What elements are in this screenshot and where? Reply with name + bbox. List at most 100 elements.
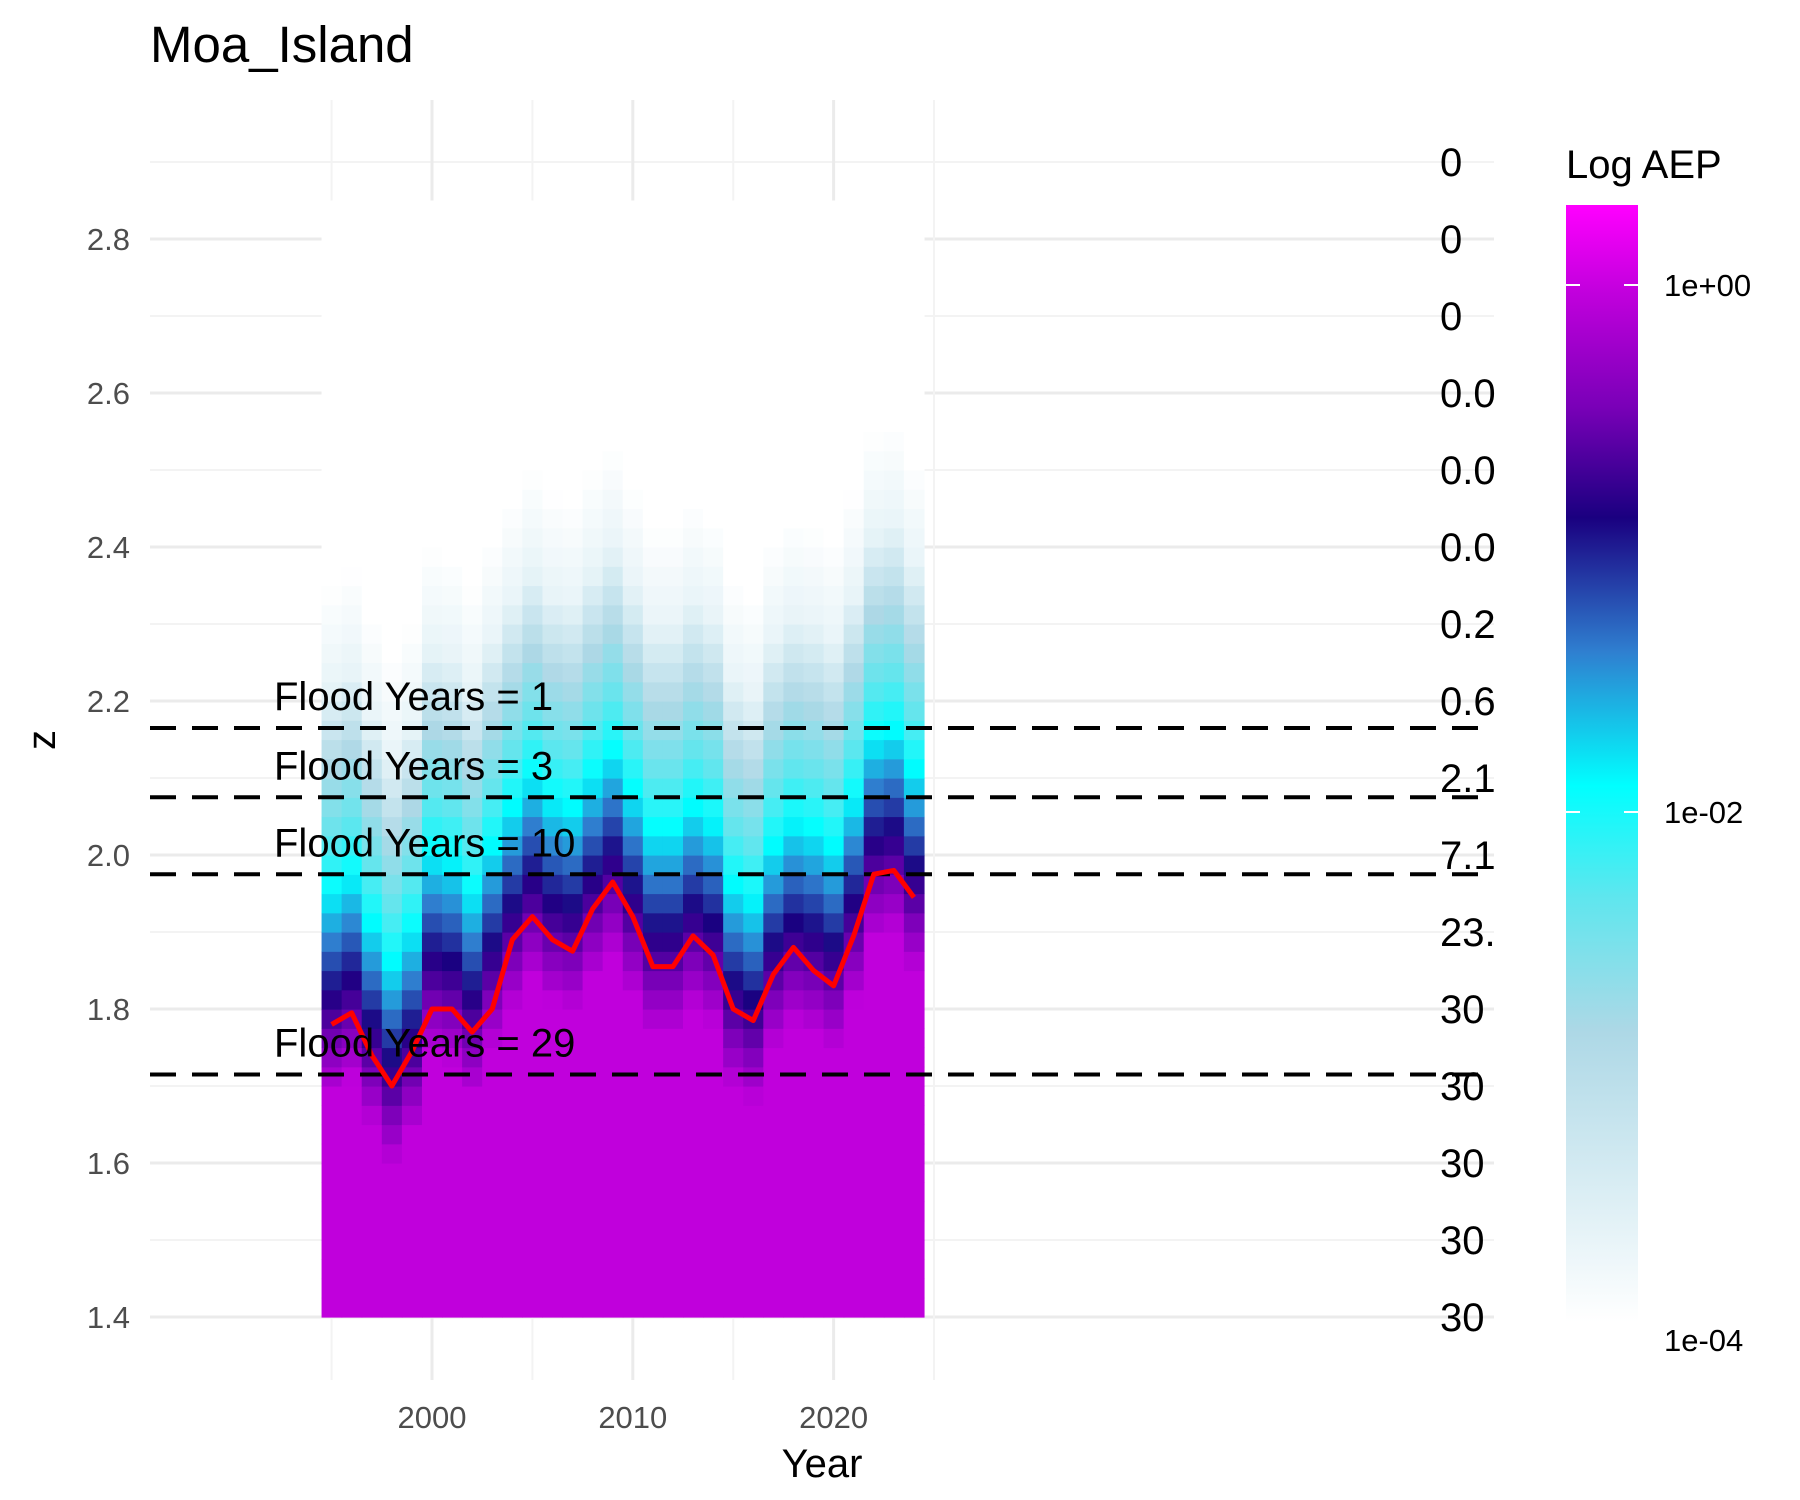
- heatmap-cell: [341, 1143, 363, 1164]
- heatmap-cell: [763, 701, 784, 721]
- heatmap-cell: [542, 989, 564, 1010]
- heatmap-cell: [662, 624, 684, 644]
- heatmap-cell: [522, 970, 544, 991]
- heatmap-cell: [562, 681, 584, 702]
- heatmap-cell: [823, 1240, 845, 1260]
- heatmap-cell: [602, 701, 624, 721]
- heatmap-cell: [381, 1240, 403, 1260]
- heatmap-cell: [442, 624, 463, 644]
- heatmap-cell: [763, 566, 784, 587]
- heatmap-cell: [522, 200, 544, 221]
- heatmap-cell: [361, 508, 383, 529]
- heatmap-cell: [421, 797, 443, 818]
- heatmap-cell: [683, 373, 704, 394]
- heatmap-cell: [502, 643, 523, 664]
- heatmap-cell: [823, 258, 845, 279]
- heatmap-cell: [883, 989, 905, 1010]
- heatmap-cell: [642, 508, 664, 529]
- y-tick-label: 2.6: [87, 376, 130, 411]
- heatmap-cell: [602, 1047, 624, 1068]
- heatmap-cell: [903, 951, 925, 972]
- heatmap-cell: [442, 1066, 463, 1087]
- heatmap-cell: [642, 527, 664, 548]
- heatmap-cell: [562, 662, 584, 683]
- heatmap-cell: [442, 758, 463, 779]
- heatmap-cell: [542, 239, 564, 259]
- heatmap-cell: [903, 258, 925, 279]
- heatmap-cell: [803, 739, 825, 760]
- heatmap-cell: [883, 527, 905, 548]
- heatmap-cell: [381, 778, 403, 798]
- heatmap-cell: [703, 393, 724, 413]
- chart-title: Moa_Island: [150, 16, 414, 73]
- heatmap-cell: [642, 912, 664, 933]
- heatmap-cell: [421, 989, 443, 1010]
- heatmap-cell: [883, 1201, 905, 1222]
- heatmap-cell: [703, 855, 724, 875]
- heatmap-cell: [341, 1182, 363, 1203]
- heatmap-cell: [522, 277, 544, 298]
- heatmap-cell: [723, 296, 744, 317]
- heatmap-cell: [462, 797, 483, 818]
- heatmap-cell: [502, 296, 523, 317]
- heatmap-cell: [803, 1066, 825, 1087]
- heatmap-cell: [903, 316, 925, 336]
- heatmap-cell: [683, 874, 704, 895]
- heatmap-cell: [562, 1259, 584, 1280]
- heatmap-cell: [723, 1201, 744, 1222]
- right-axis-label: 0.6: [1440, 680, 1496, 724]
- heatmap-cell: [823, 431, 845, 452]
- heatmap-cell: [863, 200, 885, 221]
- heatmap-cell: [361, 277, 383, 298]
- heatmap-cell: [401, 989, 423, 1010]
- heatmap-cell: [662, 431, 684, 452]
- heatmap-cell: [763, 393, 784, 413]
- heatmap-cell: [542, 566, 564, 587]
- heatmap-cell: [703, 758, 724, 779]
- heatmap-cell: [723, 1240, 744, 1260]
- heatmap-cell: [442, 1182, 463, 1203]
- heatmap-cell: [421, 1066, 443, 1087]
- heatmap-cell: [401, 489, 423, 510]
- heatmap-cell: [602, 1143, 624, 1164]
- heatmap-cell: [442, 200, 463, 221]
- heatmap-cell: [361, 604, 383, 625]
- heatmap-cell: [743, 912, 764, 933]
- heatmap-cell: [642, 1066, 664, 1087]
- heatmap-cell: [462, 1086, 483, 1106]
- heatmap-cell: [341, 296, 363, 317]
- heatmap-cell: [442, 951, 463, 972]
- heatmap-cell: [462, 1220, 483, 1241]
- heatmap-cell: [863, 1009, 885, 1029]
- heatmap-cell: [803, 354, 825, 375]
- heatmap-cell: [462, 1143, 483, 1164]
- heatmap-cell: [482, 758, 503, 779]
- heatmap-cell: [361, 258, 383, 279]
- heatmap-cell: [903, 585, 925, 606]
- heatmap-cell: [462, 662, 483, 683]
- heatmap-cell: [502, 489, 523, 510]
- heatmap-cell: [823, 855, 845, 875]
- heatmap-cell: [783, 316, 805, 336]
- heatmap-cell: [783, 1009, 805, 1029]
- heatmap-cell: [662, 335, 684, 356]
- heatmap-cell: [863, 1105, 885, 1126]
- heatmap-cell: [783, 1297, 805, 1318]
- heatmap-cell: [562, 1124, 584, 1145]
- heatmap-cell: [421, 739, 443, 760]
- heatmap-cell: [582, 258, 604, 279]
- heatmap-cell: [321, 470, 343, 490]
- heatmap-cell: [843, 1182, 865, 1203]
- heatmap-cell: [763, 739, 784, 760]
- heatmap-cell: [783, 470, 805, 490]
- heatmap-cell: [723, 219, 744, 240]
- heatmap-cell: [522, 1124, 544, 1145]
- heatmap-cell: [903, 855, 925, 875]
- heatmap-cell: [783, 604, 805, 625]
- heatmap-cell: [482, 739, 503, 760]
- heatmap-cell: [803, 566, 825, 587]
- heatmap-cell: [482, 893, 503, 914]
- heatmap-cell: [401, 835, 423, 856]
- heatmap-cell: [642, 219, 664, 240]
- heatmap-cell: [703, 739, 724, 760]
